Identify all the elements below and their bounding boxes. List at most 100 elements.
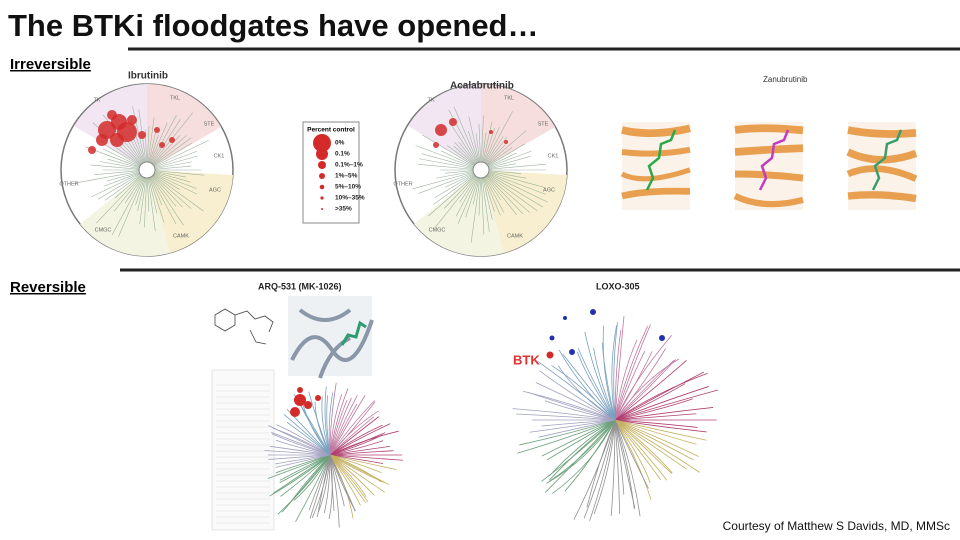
hit-dot [290, 407, 300, 417]
branch [144, 169, 148, 228]
tree-branch [329, 401, 376, 456]
tree-branch [289, 454, 331, 504]
ligand [871, 129, 903, 191]
tree-branch [329, 388, 349, 456]
branch [480, 155, 531, 171]
branch [139, 169, 148, 225]
tree-branch [549, 419, 616, 477]
hit-dot [294, 394, 306, 406]
branch [480, 169, 544, 208]
branch [480, 169, 547, 195]
ribbon [734, 144, 804, 156]
tree-branch [614, 419, 651, 483]
branch [480, 143, 526, 171]
hit-dot [546, 351, 554, 359]
ribbon [621, 187, 691, 200]
branch [468, 116, 482, 171]
legend-label: 1%–5% [335, 173, 358, 180]
tree-branch [557, 365, 616, 421]
tree-branch [614, 419, 636, 509]
branch [480, 169, 485, 235]
tree-branch [276, 424, 331, 456]
ribbon [846, 165, 918, 182]
tree-branch [614, 419, 707, 441]
branch [480, 169, 517, 215]
tree-branch [329, 454, 386, 484]
tree-branch [614, 419, 673, 474]
hit-dot [107, 110, 117, 120]
tree-branch [546, 419, 616, 484]
hit-dot [159, 142, 165, 148]
tree-branch [614, 407, 714, 421]
tree-branch [614, 372, 708, 421]
ribbon [620, 167, 691, 182]
hit-dot [138, 131, 146, 139]
branch [480, 169, 490, 232]
tree-branch [544, 419, 616, 493]
branch [146, 169, 177, 225]
branch [480, 150, 532, 171]
hit-dot [659, 335, 665, 341]
group-label: OTHER [393, 181, 412, 187]
hit-dot [590, 309, 596, 315]
tree-branch [614, 330, 622, 421]
hit-dot [297, 387, 303, 393]
ribbon [734, 170, 804, 182]
group-label: TKL [504, 95, 514, 101]
section-label: Reversible [10, 279, 86, 296]
tree-branch [283, 414, 331, 456]
tree-branch [614, 398, 693, 421]
tree-branch [272, 454, 331, 494]
branch [111, 169, 148, 236]
ribbon [846, 148, 918, 164]
branch [138, 109, 148, 171]
tree-branch [329, 454, 356, 512]
tree-branch [523, 390, 616, 421]
ribbon [734, 124, 804, 135]
hit-dot [96, 134, 108, 146]
branch [90, 164, 148, 171]
tree-branch [610, 419, 616, 516]
ribbon [621, 146, 691, 157]
branch [412, 169, 482, 190]
branch [415, 145, 482, 171]
tree-branch [549, 419, 616, 481]
branch [417, 164, 482, 171]
drug-name: LOXO-305 [596, 281, 640, 291]
branch [146, 169, 192, 209]
tree-branch [550, 419, 616, 482]
tree-branch [329, 446, 391, 456]
branch [453, 106, 482, 171]
legend-label: >35% [335, 206, 352, 213]
legend-label: 0% [335, 140, 345, 147]
structure-panels [620, 122, 918, 210]
tree-branch [519, 419, 616, 446]
ribbon [847, 126, 917, 138]
center [472, 161, 490, 179]
tree-branch [329, 454, 397, 471]
branch [146, 122, 168, 171]
tree-branch [309, 454, 331, 519]
branch [422, 134, 482, 171]
tree-branch [329, 454, 340, 528]
kinome-tree [264, 382, 403, 528]
tree-branch [324, 386, 331, 456]
legend-dot [318, 161, 326, 169]
tree-branch [551, 365, 616, 421]
tree-branch [329, 397, 352, 456]
tree-branch [329, 454, 366, 504]
tree-branch [614, 339, 638, 421]
group-label: CK1 [548, 153, 559, 159]
tree-branch [329, 454, 361, 506]
hit-dot [435, 124, 447, 136]
hit-dot [449, 118, 457, 126]
tree-branch [329, 454, 403, 461]
branch [480, 169, 538, 212]
branch [146, 169, 184, 226]
tree-branch [538, 361, 616, 421]
ribbon [847, 191, 917, 203]
tree-branch [275, 454, 331, 474]
tree-branch [280, 454, 331, 497]
tree-branch [614, 419, 688, 470]
tree-branch [614, 419, 699, 457]
